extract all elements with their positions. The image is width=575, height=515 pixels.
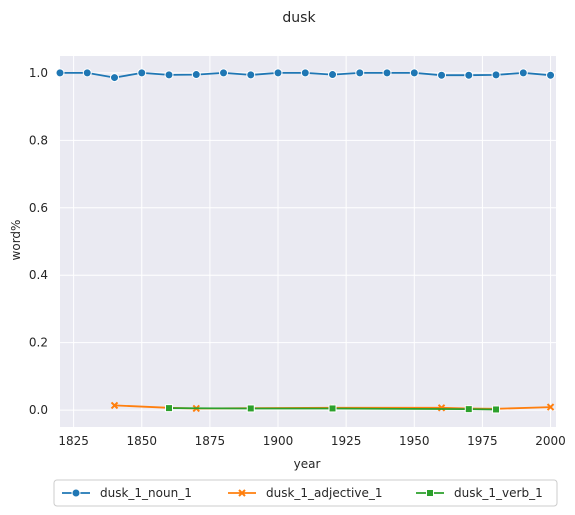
- series-dusk_1_noun_1: [55, 68, 556, 83]
- x-mark-stroke: [110, 401, 119, 410]
- x-mark-stroke: [238, 489, 246, 497]
- data-point-x: [238, 489, 246, 497]
- y-tick-label: 0.0: [29, 403, 48, 417]
- data-point-x: [110, 401, 119, 410]
- y-tick-label: 1.0: [29, 66, 48, 80]
- data-point-circle: [464, 70, 474, 80]
- x-mark-stroke: [546, 403, 555, 411]
- x-tick-label: 1900: [263, 434, 294, 448]
- legend-entry: dusk_1_noun_1: [62, 486, 192, 500]
- data-point-circle: [437, 70, 447, 80]
- data-point-circle: [328, 70, 338, 80]
- data-point-circle: [71, 488, 81, 498]
- data-point-square: [492, 405, 501, 414]
- y-axis-label: word%: [9, 220, 23, 261]
- legend-label: dusk_1_adjective_1: [266, 486, 383, 500]
- legend-box: [53, 479, 558, 507]
- x-tick-label: 1825: [58, 434, 89, 448]
- data-point-circle: [300, 68, 310, 78]
- x-tick-label: 1950: [399, 434, 430, 448]
- data-point-circle: [246, 70, 256, 80]
- data-point-square: [328, 404, 337, 413]
- legend: dusk_1_noun_1 dusk_1_adjective_1 dusk_1_ve…: [53, 479, 558, 507]
- plot-area: [60, 56, 556, 427]
- data-point-circle: [518, 68, 528, 78]
- data-point-x: [546, 403, 555, 411]
- data-point-circle: [55, 68, 65, 78]
- legend-label: dusk_1_verb_1: [454, 486, 543, 500]
- data-point-circle: [191, 70, 201, 80]
- data-point-circle: [491, 70, 501, 80]
- data-point-circle: [382, 68, 392, 78]
- y-tick-label: 0.2: [29, 336, 48, 350]
- x-axis-label: year: [294, 457, 321, 471]
- data-point-circle: [164, 70, 174, 80]
- x-tick-label: 1975: [467, 434, 498, 448]
- data-point-circle: [137, 68, 147, 78]
- y-tick-label: 0.6: [29, 201, 48, 215]
- series-dusk_1_verb_1: [165, 404, 501, 414]
- data-point-circle: [355, 68, 365, 78]
- data-point-circle: [110, 73, 120, 83]
- data-point-circle: [219, 68, 229, 78]
- data-point-square: [165, 404, 174, 413]
- data-point-circle: [273, 68, 283, 78]
- legend-label: dusk_1_noun_1: [100, 486, 192, 500]
- y-tick-label: 0.4: [29, 268, 48, 282]
- x-tick-label: 1850: [126, 434, 157, 448]
- data-point-circle: [82, 68, 92, 78]
- chart-title: dusk: [282, 10, 316, 26]
- data-point-square: [426, 489, 434, 497]
- x-tick-label: 2000: [535, 434, 566, 448]
- data-point-circle: [409, 68, 419, 78]
- legend-entry: dusk_1_adjective_1: [228, 486, 383, 500]
- x-tick-label: 1875: [195, 434, 226, 448]
- legend-entry: dusk_1_verb_1: [416, 486, 543, 500]
- data-point-square: [246, 404, 255, 413]
- data-point-circle: [546, 70, 556, 80]
- y-tick-label: 0.8: [29, 133, 48, 147]
- series-layer: [55, 68, 556, 414]
- x-tick-label: 1925: [331, 434, 362, 448]
- data-point-square: [464, 405, 473, 414]
- x-tick-labels: 1825 1850 1875 1900 1925 1950 1975 2000: [58, 434, 565, 448]
- y-tick-labels: 0.0 0.2 0.4 0.6 0.8 1.0: [29, 66, 48, 417]
